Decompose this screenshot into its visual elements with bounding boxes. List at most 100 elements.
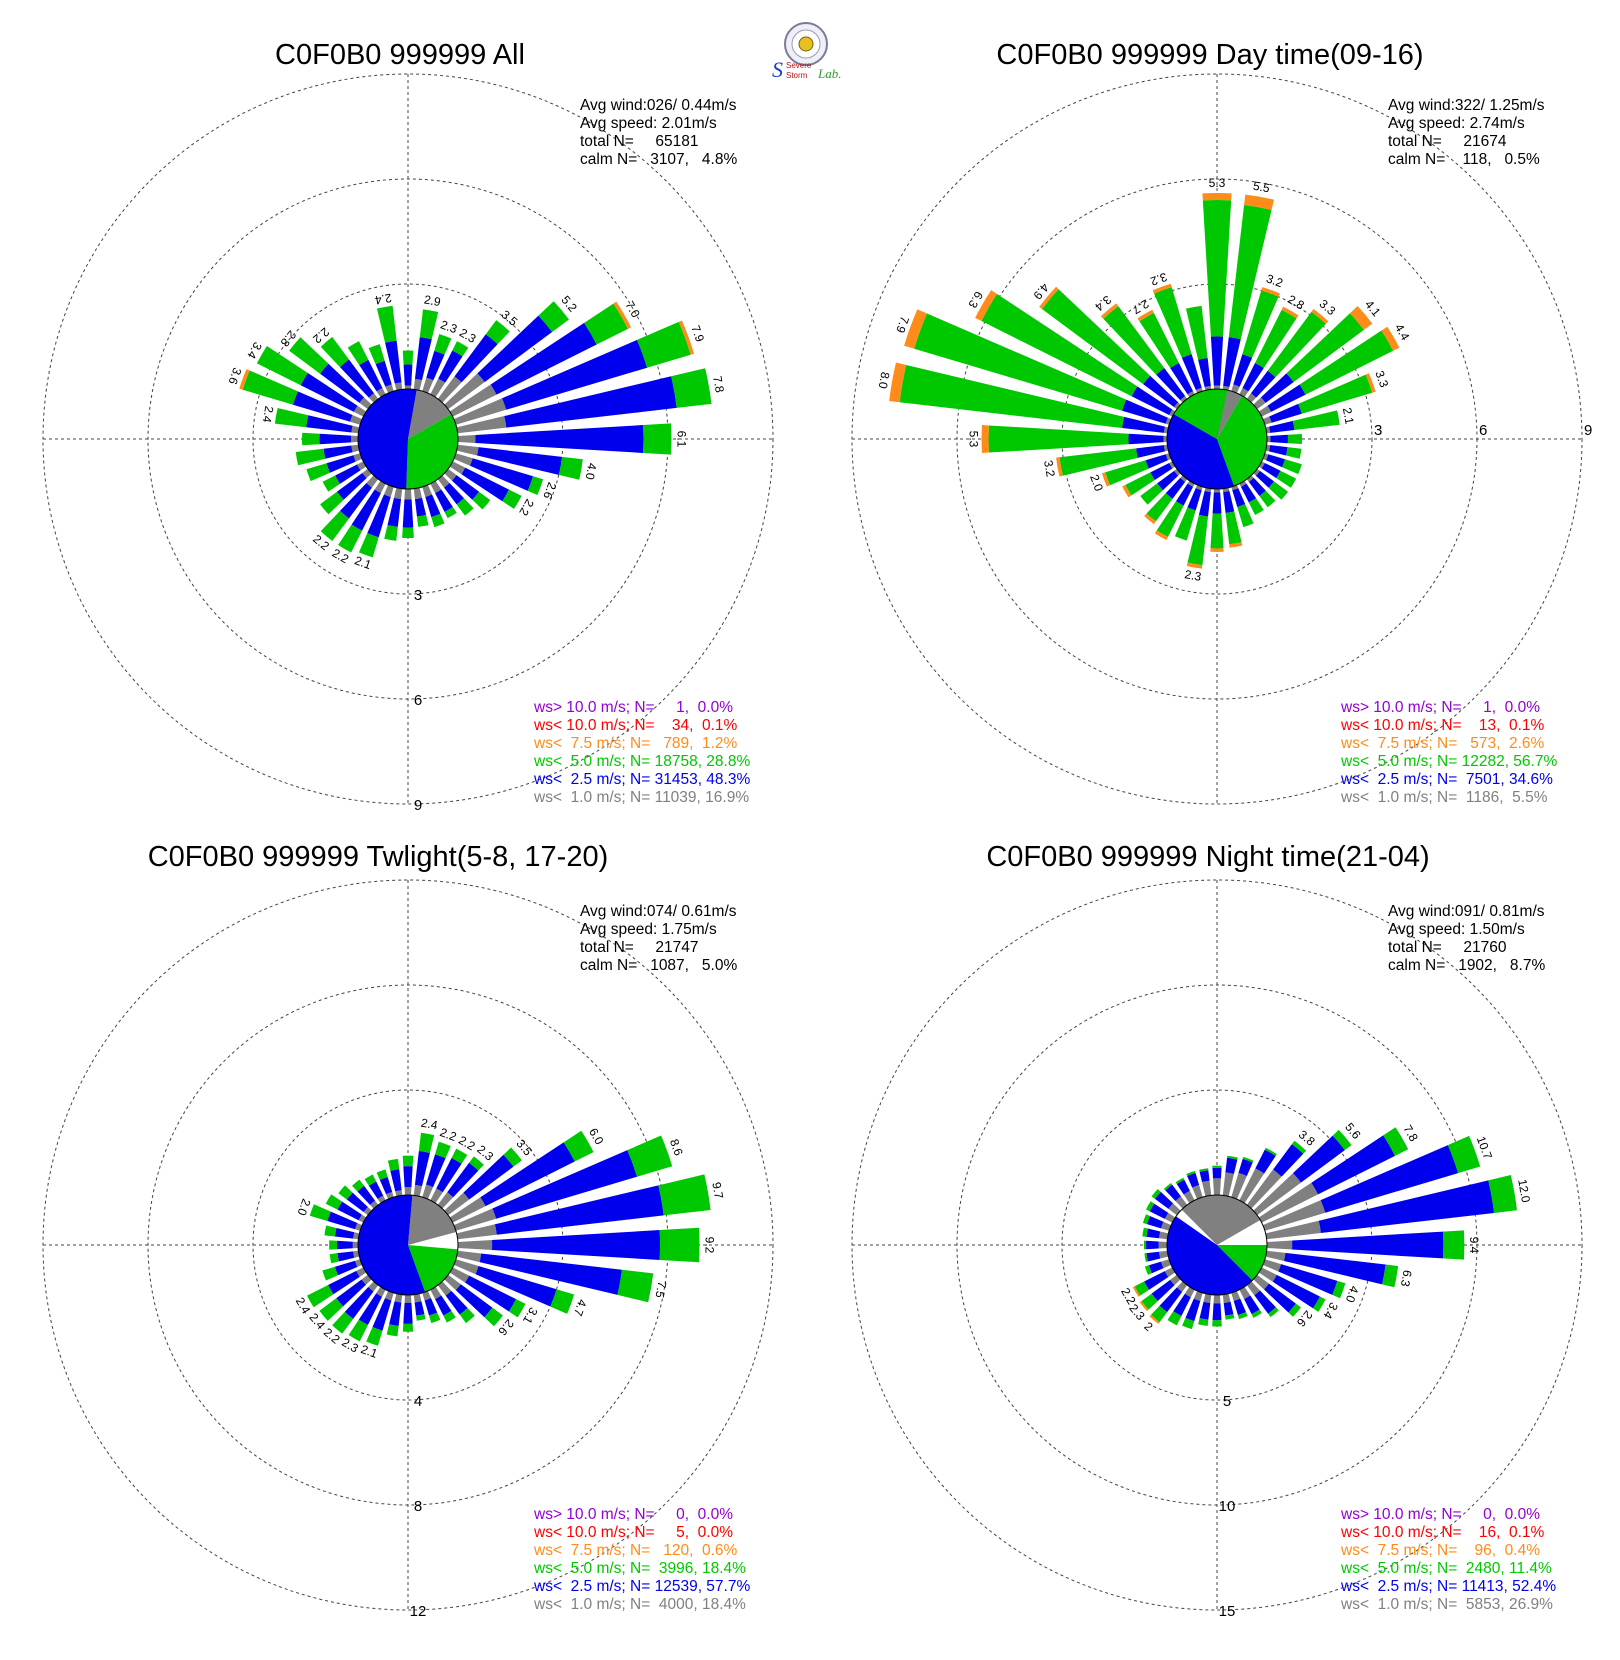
wind-bar-segment <box>374 480 386 494</box>
wind-bar-segment <box>306 463 330 482</box>
wind-bar-segment <box>1273 1144 1304 1177</box>
wind-bar-segment <box>422 377 434 394</box>
legend-entry: ws< 2.5 m/s; N= 11413, 52.4% <box>1340 1578 1556 1595</box>
wind-bar-segment <box>385 340 402 384</box>
wind-bar-segment <box>414 337 432 381</box>
bar-value-label: 2.1 <box>353 553 374 572</box>
wind-bar-segment <box>387 497 402 527</box>
bar-value-label: 2.6 <box>540 480 559 501</box>
legend-entry: ws< 7.5 m/s; N= 120, 0.6% <box>533 1542 738 1559</box>
wind-bar-segment <box>337 1240 353 1250</box>
wind-bar-segment <box>1170 362 1194 395</box>
wind-bar-segment <box>1210 513 1224 549</box>
wind-bar-segment <box>1174 402 1181 410</box>
wind-bar-segment <box>444 1192 470 1216</box>
wind-bar-segment <box>353 1232 360 1240</box>
wind-bar-segment <box>1266 454 1286 468</box>
wind-bar-segment <box>325 1194 343 1210</box>
wind-bar-segment <box>1146 1228 1161 1239</box>
ring-label: 3 <box>1374 422 1382 439</box>
wind-bar-segment <box>324 1225 337 1237</box>
wind-bar-segment <box>1265 1250 1286 1261</box>
wind-bar-segment <box>1212 1167 1222 1179</box>
wind-bar-segment <box>376 1169 388 1180</box>
windrose-panel-twilight: 2.42.22.22.3 3.56.08.69.79.27.54.73.12.62… <box>42 841 774 1620</box>
wind-bar-segment <box>1125 472 1155 496</box>
calm-circle-sector <box>408 1195 457 1245</box>
wind-bar-segment <box>1146 1215 1164 1229</box>
bar-value-label: 9.4 <box>1467 1237 1481 1254</box>
bar-value-label: 5.5 <box>1252 179 1271 196</box>
wind-bar-segment <box>419 309 439 340</box>
wind-bar-segment <box>1233 1298 1247 1316</box>
wind-bar-segment <box>1320 1145 1459 1213</box>
legend-entry: ws< 7.5 m/s; N= 789, 1.2% <box>533 735 738 752</box>
wind-bar-segment <box>1443 1230 1465 1260</box>
wind-bar-segment <box>485 320 510 345</box>
legend-entry: ws< 10.0 m/s; N= 34, 0.1% <box>533 717 738 734</box>
legend-entry: ws< 10.0 m/s; N= 13, 0.1% <box>1340 717 1545 734</box>
ring-label: 12 <box>410 1603 427 1620</box>
wind-bar-segment <box>1223 337 1241 387</box>
stat-line: calm N= 1087, 5.0% <box>580 957 737 974</box>
wind-bar-segment <box>337 1201 362 1221</box>
wind-bar-segment <box>1199 1301 1211 1320</box>
wind-bar-segment <box>1102 472 1111 487</box>
ring-label: 6 <box>414 692 422 709</box>
wind-bar-segment <box>352 1241 359 1249</box>
wind-bar-segment <box>451 1148 468 1164</box>
wind-bar-segment <box>456 1224 497 1240</box>
calm-circle-sector <box>1217 1245 1267 1281</box>
wind-bar-segment <box>981 425 989 453</box>
legend-entry: ws< 5.0 m/s; N= 3996, 18.4% <box>533 1560 746 1577</box>
wind-bar-segment <box>1292 1231 1444 1259</box>
wind-bar-segment <box>437 376 462 403</box>
wind-bar-segment <box>430 378 446 398</box>
bar-value-label: 2.3 <box>439 317 460 336</box>
wind-bar-segment <box>1184 1286 1195 1298</box>
wind-bar-segment <box>1141 1293 1158 1310</box>
wind-bar-segment <box>437 475 450 488</box>
wind-bar-segment <box>1291 1140 1307 1154</box>
wind-bar-segment <box>1228 205 1272 340</box>
bar-value-label: 8.0 <box>876 371 893 390</box>
wind-bar-segment <box>1198 358 1211 387</box>
wind-bar-segment <box>475 1266 557 1307</box>
wind-bar-segment <box>403 1166 413 1188</box>
wind-bar-segment <box>1156 501 1184 537</box>
wind-bar-segment <box>508 1299 526 1318</box>
legend-entry: ws< 5.0 m/s; N= 2480, 11.4% <box>1340 1560 1552 1577</box>
windrose-panel-nighttime: 3.8 5.6 7.810.712.09.46.34.03.42.622.32.25… <box>851 841 1583 1620</box>
bar-value-label: 3.2 <box>1148 270 1169 289</box>
wind-bar-segment <box>1262 453 1269 461</box>
wind-bar-segment <box>445 1290 468 1315</box>
stat-line: Avg speed: 1.50m/s <box>1388 921 1525 938</box>
legend-entry: ws< 1.0 m/s; N= 11039, 16.9% <box>533 789 749 806</box>
wind-bar-segment <box>1165 417 1172 425</box>
stat-line: total N= 21747 <box>580 939 698 956</box>
wind-bar-segment <box>1131 386 1173 416</box>
wind-bar-segment <box>1154 530 1168 541</box>
wind-bar-segment <box>1175 1177 1185 1184</box>
calm-circle-outline <box>357 1194 459 1296</box>
wind-bar-segment <box>1175 1196 1188 1209</box>
ring-label: 4 <box>414 1393 422 1410</box>
bar-value-label: 2.3 <box>1183 567 1202 584</box>
wind-bar-segment <box>1244 1295 1260 1315</box>
calm-circle-sector <box>1167 414 1235 489</box>
wind-bar-segment <box>1237 1312 1248 1320</box>
wind-bar-segment <box>1146 493 1173 522</box>
wind-bar-segment <box>1139 1301 1149 1312</box>
wind-bar-segment <box>319 433 352 445</box>
wind-bar-segment <box>1258 1182 1319 1223</box>
calm-circle-outline <box>357 388 459 490</box>
bar-value-label: 5.3 <box>966 431 980 448</box>
wind-bar-segment <box>1268 1307 1279 1318</box>
wind-bar-segment <box>981 293 1138 397</box>
wind-bar-segment <box>1231 1290 1241 1301</box>
bar-value-label: 6.3 <box>1398 1269 1415 1288</box>
wind-bar-segment <box>1284 1252 1386 1285</box>
calm-circle-sector <box>1173 389 1228 439</box>
wind-bar-segment <box>1248 498 1264 516</box>
wind-bar-segment <box>339 359 375 398</box>
